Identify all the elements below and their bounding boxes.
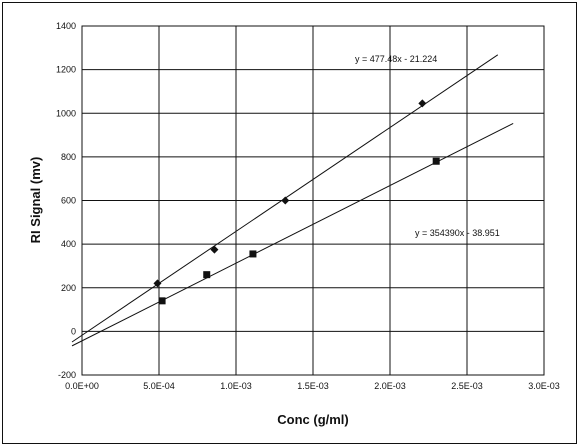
y-tick-label: -200 <box>58 370 76 380</box>
x-tick-label: 1.5E-03 <box>297 381 329 391</box>
y-tick-label: 1400 <box>56 21 76 31</box>
y-tick-label: 800 <box>61 152 76 162</box>
diamond-point <box>281 196 290 205</box>
square-point <box>158 297 166 305</box>
x-tick-labels: 0.0E+00 5.0E-04 1.0E-03 1.5E-03 2.0E-03 2.5E-… <box>65 381 560 391</box>
y-axis-title: RI Signal (mv) <box>28 157 43 244</box>
diamond-point <box>210 245 219 254</box>
x-tick-label: 1.0E-03 <box>220 381 252 391</box>
x-tick-label: 3.0E-03 <box>528 381 560 391</box>
diamond-point <box>153 279 162 288</box>
square-point <box>432 157 440 165</box>
trendline-equation-1: y = 477.48x - 21.224 <box>355 54 437 64</box>
y-tick-label: 1000 <box>56 108 76 118</box>
diamond-point <box>418 99 427 108</box>
square-point <box>249 250 257 258</box>
x-tick-label: 5.0E-04 <box>143 381 175 391</box>
grid-lines <box>81 25 545 376</box>
equations: y = 477.48x - 21.224 y = 354390x - 38.951 <box>355 54 500 238</box>
y-tick-label: 600 <box>61 196 76 206</box>
y-tick-label: 200 <box>61 283 76 293</box>
y-tick-label: 1200 <box>56 65 76 75</box>
y-tick-labels: -200 0 200 400 600 800 1000 1200 1400 <box>56 21 76 380</box>
square-point <box>203 271 211 279</box>
trendline-equation-2: y = 354390x - 38.951 <box>415 228 500 238</box>
y-tick-label: 400 <box>61 239 76 249</box>
x-tick-label: 0.0E+00 <box>65 381 99 391</box>
chart-frame <box>2 2 577 444</box>
x-tick-label: 2.5E-03 <box>451 381 483 391</box>
data-points <box>153 99 440 305</box>
x-axis-title: Conc (g/ml) <box>277 412 349 427</box>
x-tick-label: 2.0E-03 <box>374 381 406 391</box>
y-tick-label: 0 <box>71 326 76 336</box>
